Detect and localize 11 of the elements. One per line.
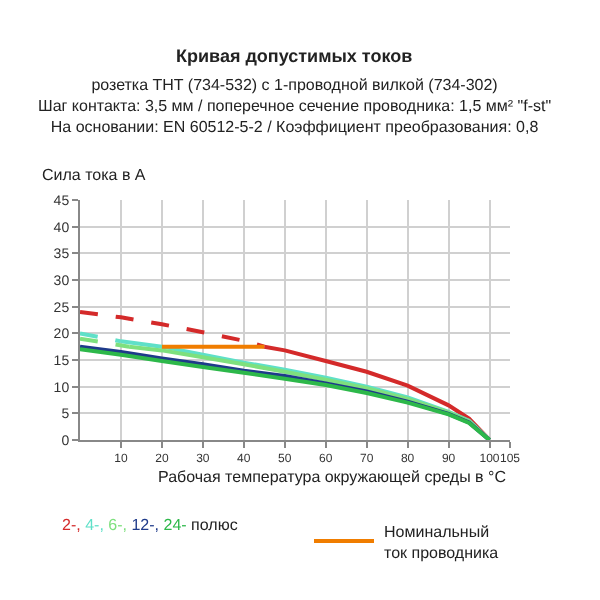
chart-subtitle: розетка THT (734-532) с 1-проводной вилкой (734-302) Шаг контакта: 3,5 мм / поперечное сечение проводника: 1,5 мм² "f-st" На основании: EN 60512-5-2 / Коэффициент преобразования: 0,8 [38,76,552,136]
legend-title: полюс [191,516,238,534]
x-axis-title: Рабочая температура окружающей среды в °C [158,468,507,486]
text: 24- [163,516,188,534]
text: 4-, [85,516,104,534]
legend-label: Номинальный ток проводника [384,522,500,562]
y-axis-title: Сила тока в А [42,166,147,184]
text: 2-, [62,516,81,534]
chart-title: Кривая допустимых токов [176,46,414,66]
text: 6-, [108,516,127,534]
text: 12-, [131,516,160,534]
